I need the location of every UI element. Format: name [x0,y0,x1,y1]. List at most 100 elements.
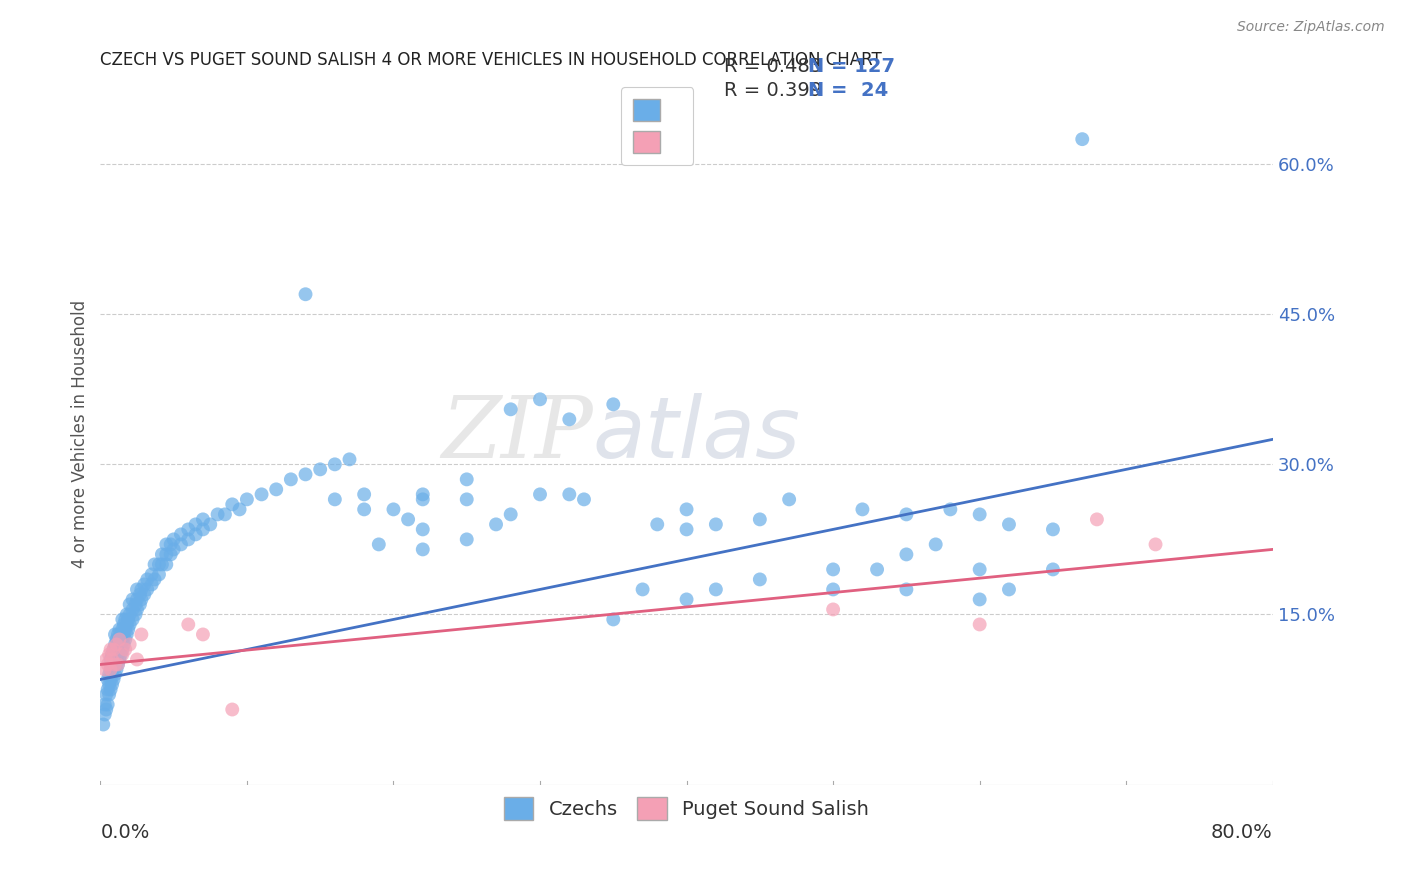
Point [748,512,770,526]
Point [778,492,800,507]
Point [631,582,654,597]
Point [823,582,845,597]
Point [177,617,200,632]
Point [323,492,346,507]
Point [207,508,229,522]
Point [114,612,136,626]
Text: R = 0.399: R = 0.399 [724,81,823,101]
Point [108,632,131,647]
Point [125,592,148,607]
Point [228,502,250,516]
Point [107,648,129,662]
Text: ZIP: ZIP [441,393,593,475]
Point [97,698,120,712]
Text: CZECH VS PUGET SOUND SALISH 4 OR MORE VEHICLES IN HOUSEHOLD CORRELATION CHART: CZECH VS PUGET SOUND SALISH 4 OR MORE VE… [100,51,882,69]
Point [866,562,889,576]
Point [108,632,131,647]
Point [105,642,128,657]
Point [456,492,478,507]
Point [896,548,918,562]
Point [112,637,135,651]
Point [105,652,128,666]
Point [124,607,146,622]
Point [264,483,287,497]
Point [100,652,122,666]
Point [896,582,918,597]
Point [529,392,551,407]
Point [184,517,207,532]
Point [148,567,170,582]
Point [1042,522,1064,536]
Point [309,462,332,476]
Point [969,592,991,607]
Point [103,642,125,657]
Point [396,512,419,526]
Point [117,612,139,626]
Point [101,652,124,666]
Point [91,717,114,731]
Point [118,617,141,632]
Point [97,657,120,672]
Point [96,652,118,666]
Point [851,502,873,516]
Text: atlas: atlas [593,392,801,475]
Point [155,548,177,562]
Point [111,632,134,647]
Point [101,677,124,691]
Point [412,542,434,557]
Point [998,582,1021,597]
Point [485,517,508,532]
Point [602,397,624,411]
Point [121,592,143,607]
Point [499,508,522,522]
Point [294,467,316,482]
Point [136,573,159,587]
Point [143,558,166,572]
Point [97,682,120,697]
Point [339,452,361,467]
Point [129,587,152,601]
Point [107,657,129,672]
Point [121,612,143,626]
Point [108,642,131,657]
Point [177,533,200,547]
Point [115,617,138,632]
Point [104,648,127,662]
Point [105,632,128,647]
Point [162,533,184,547]
Point [148,558,170,572]
Point [1085,512,1108,526]
Point [141,567,163,582]
Point [191,627,214,641]
Point [150,548,173,562]
Point [221,497,243,511]
Text: 0.0%: 0.0% [100,823,149,842]
Point [412,492,434,507]
Point [323,458,346,472]
Point [602,612,624,626]
Point [136,582,159,597]
Point [412,487,434,501]
Point [121,602,143,616]
Point [111,642,134,657]
Point [111,623,134,637]
Point [110,637,132,651]
Point [896,508,918,522]
Point [748,573,770,587]
Point [456,533,478,547]
Point [112,617,135,632]
Point [108,652,131,666]
Point [969,562,991,576]
Point [214,508,236,522]
Point [96,688,118,702]
Point [125,652,148,666]
Point [101,657,124,672]
Point [115,607,138,622]
Point [823,562,845,576]
Point [100,642,122,657]
Point [645,517,668,532]
Point [98,677,121,691]
Point [114,623,136,637]
Point [105,663,128,677]
Point [98,688,121,702]
